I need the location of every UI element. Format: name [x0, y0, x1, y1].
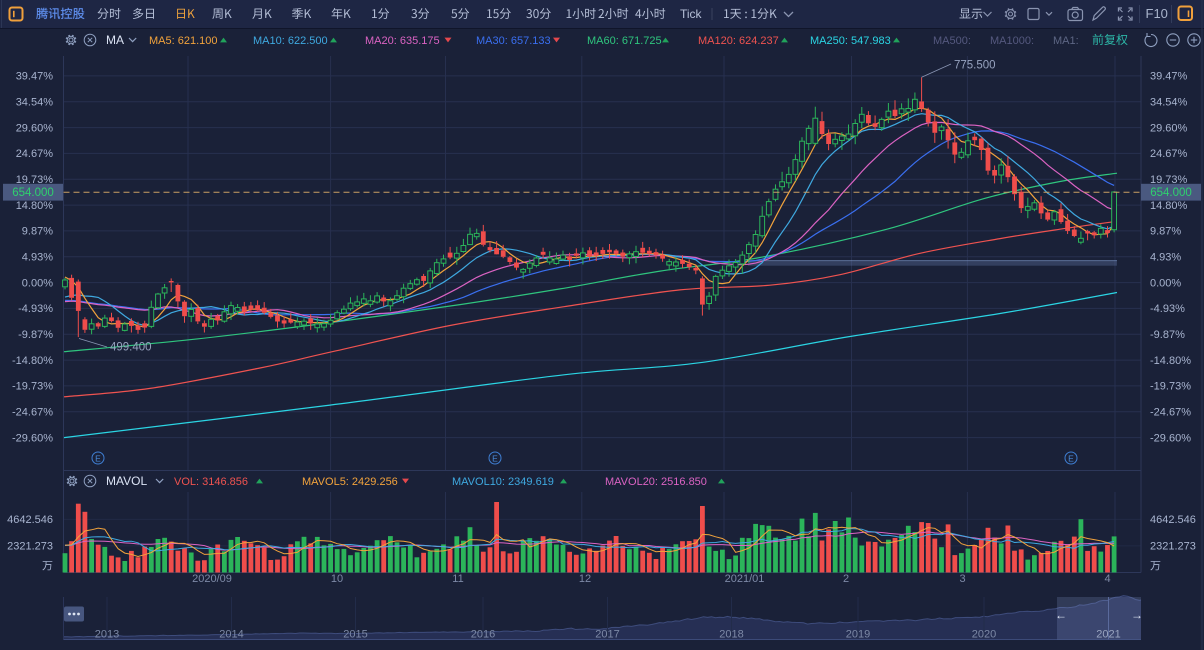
svg-text:E: E: [1068, 454, 1074, 464]
svg-text:9.87%: 9.87%: [22, 226, 53, 238]
svg-text:12: 12: [579, 573, 591, 585]
svg-text:499.400: 499.400: [110, 342, 152, 354]
svg-text:2: 2: [843, 573, 849, 585]
svg-text:24.67%: 24.67%: [1150, 148, 1188, 160]
svg-text:4642.546: 4642.546: [7, 514, 53, 526]
svg-text:-4.93%: -4.93%: [18, 303, 53, 315]
svg-text:654.000: 654.000: [1150, 187, 1192, 199]
svg-text:2018: 2018: [719, 629, 743, 641]
svg-text:-14.80%: -14.80%: [1150, 355, 1191, 367]
svg-text:3: 3: [959, 573, 965, 585]
svg-text:←: ←: [1055, 608, 1067, 622]
svg-text:2321.273: 2321.273: [1150, 541, 1196, 553]
svg-text:29.60%: 29.60%: [16, 122, 54, 134]
svg-text:34.54%: 34.54%: [1150, 96, 1188, 108]
svg-text:-19.73%: -19.73%: [12, 381, 53, 393]
svg-text:MA1000:: MA1000:: [990, 35, 1034, 47]
svg-text:775.500: 775.500: [954, 60, 996, 72]
svg-text:MA5: 621.100: MA5: 621.100: [149, 35, 218, 47]
svg-text:MA1:: MA1:: [1053, 35, 1079, 47]
svg-text:39.47%: 39.47%: [16, 71, 54, 83]
svg-text:-9.87%: -9.87%: [18, 329, 53, 341]
svg-text:MA20: 635.175: MA20: 635.175: [365, 35, 440, 47]
svg-text:F10: F10: [1146, 6, 1168, 21]
svg-text:MAVOL5: 2429.256: MAVOL5: 2429.256: [302, 476, 398, 488]
svg-text:Tick: Tick: [680, 7, 703, 21]
svg-text:MAVOL10: 2349.619: MAVOL10: 2349.619: [452, 476, 554, 488]
svg-text:34.54%: 34.54%: [16, 96, 54, 108]
svg-text:MAVOL: MAVOL: [106, 474, 147, 488]
svg-text:-4.93%: -4.93%: [1150, 303, 1185, 315]
svg-text:2321.273: 2321.273: [7, 541, 53, 553]
svg-text:4642.546: 4642.546: [1150, 514, 1196, 526]
svg-text:-14.80%: -14.80%: [12, 355, 53, 367]
svg-text:14.80%: 14.80%: [16, 200, 54, 212]
svg-text:2013: 2013: [95, 629, 119, 641]
svg-text:4.93%: 4.93%: [22, 252, 53, 264]
svg-text:2021/01: 2021/01: [725, 573, 765, 585]
svg-text:MA250: 547.983: MA250: 547.983: [810, 35, 891, 47]
svg-text:-29.60%: -29.60%: [12, 432, 53, 444]
svg-text:MA: MA: [106, 33, 124, 47]
svg-text:39.47%: 39.47%: [1150, 71, 1188, 83]
svg-text:MA10: 622.500: MA10: 622.500: [253, 35, 328, 47]
svg-text:2015: 2015: [343, 629, 367, 641]
svg-text:4.93%: 4.93%: [1150, 252, 1181, 264]
svg-text:-9.87%: -9.87%: [1150, 329, 1185, 341]
svg-text:MA500:: MA500:: [933, 35, 971, 47]
svg-text:2019: 2019: [846, 629, 870, 641]
svg-text:11: 11: [452, 573, 463, 585]
svg-text:2016: 2016: [471, 629, 495, 641]
svg-text:MA60: 671.725: MA60: 671.725: [587, 35, 662, 47]
svg-text:-24.67%: -24.67%: [1150, 407, 1191, 419]
svg-text:-19.73%: -19.73%: [1150, 381, 1191, 393]
svg-text:654.000: 654.000: [12, 187, 54, 199]
svg-text:-29.60%: -29.60%: [1150, 432, 1191, 444]
svg-text:19.73%: 19.73%: [1150, 174, 1188, 186]
svg-text:MA120: 624.237: MA120: 624.237: [698, 35, 779, 47]
svg-text:2017: 2017: [595, 629, 619, 641]
svg-text:24.67%: 24.67%: [16, 148, 54, 160]
svg-text:2014: 2014: [219, 629, 243, 641]
svg-text:E: E: [492, 454, 498, 464]
svg-text:4: 4: [1104, 573, 1110, 585]
svg-text:9.87%: 9.87%: [1150, 226, 1181, 238]
svg-text:0.00%: 0.00%: [1150, 277, 1181, 289]
svg-text:VOL: 3146.856: VOL: 3146.856: [174, 476, 248, 488]
svg-text:MAVOL20: 2516.850: MAVOL20: 2516.850: [605, 476, 707, 488]
svg-text:19.73%: 19.73%: [16, 174, 54, 186]
svg-text:0.00%: 0.00%: [22, 277, 53, 289]
svg-text:10: 10: [331, 573, 343, 585]
svg-text:14.80%: 14.80%: [1150, 200, 1188, 212]
svg-text:29.60%: 29.60%: [1150, 122, 1188, 134]
svg-text:2021: 2021: [1096, 629, 1120, 641]
svg-text:2020: 2020: [972, 629, 996, 641]
svg-text:-24.67%: -24.67%: [12, 407, 53, 419]
svg-text:MA30: 657.133: MA30: 657.133: [476, 35, 551, 47]
svg-text:E: E: [95, 454, 101, 464]
svg-text:→: →: [1131, 608, 1143, 622]
svg-text:2020/09: 2020/09: [192, 573, 232, 585]
